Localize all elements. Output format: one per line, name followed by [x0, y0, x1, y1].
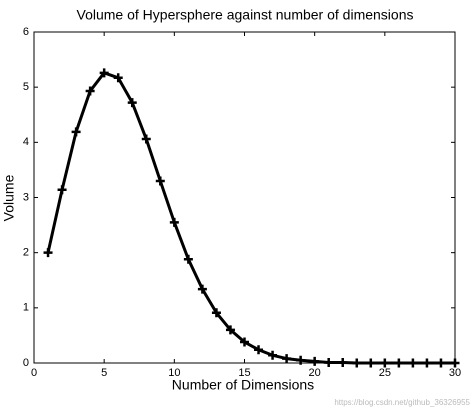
marker — [85, 86, 95, 96]
y-tick-label: 5 — [23, 81, 29, 93]
marker — [155, 176, 165, 186]
marker — [197, 284, 207, 294]
y-tick-label: 3 — [23, 191, 29, 203]
y-tick-label: 6 — [23, 26, 29, 38]
marker — [338, 357, 348, 367]
marker — [99, 68, 109, 78]
watermark: https://blog.csdn.net/github_36326955 — [334, 398, 470, 407]
marker — [211, 308, 221, 318]
marker — [450, 358, 460, 368]
marker — [57, 185, 67, 195]
x-tick-label: 25 — [379, 367, 391, 379]
x-tick-label: 5 — [101, 367, 107, 379]
marker — [366, 358, 376, 368]
marker — [408, 358, 418, 368]
x-tick-label: 10 — [168, 367, 180, 379]
marker — [254, 345, 264, 355]
y-tick-label: 2 — [23, 247, 29, 259]
marker — [352, 358, 362, 368]
y-tick-label: 4 — [23, 136, 29, 148]
y-axis-label: Volume — [1, 174, 17, 221]
marker — [127, 98, 137, 108]
marker — [380, 358, 390, 368]
marker — [268, 350, 278, 360]
x-tick-label: 20 — [309, 367, 321, 379]
marker — [240, 337, 249, 347]
marker — [422, 358, 432, 368]
chart-title: Volume of Hypersphere against number of … — [77, 7, 414, 23]
x-tick-label: 30 — [449, 367, 461, 379]
marker — [169, 217, 179, 227]
marker — [324, 357, 334, 367]
marker — [71, 127, 81, 137]
marker — [141, 134, 151, 144]
marker — [113, 73, 123, 83]
marker — [282, 354, 292, 364]
marker — [43, 248, 53, 258]
marker — [310, 356, 320, 366]
marker — [183, 254, 193, 264]
marker — [296, 355, 306, 365]
marker — [394, 358, 404, 368]
x-axis-label: Number of Dimensions — [172, 377, 314, 393]
y-tick-label: 1 — [23, 302, 29, 314]
x-tick-label: 15 — [238, 367, 250, 379]
y-tick-label: 0 — [23, 357, 29, 369]
marker — [225, 325, 235, 335]
marker — [436, 358, 446, 368]
x-tick-label: 0 — [31, 367, 37, 379]
